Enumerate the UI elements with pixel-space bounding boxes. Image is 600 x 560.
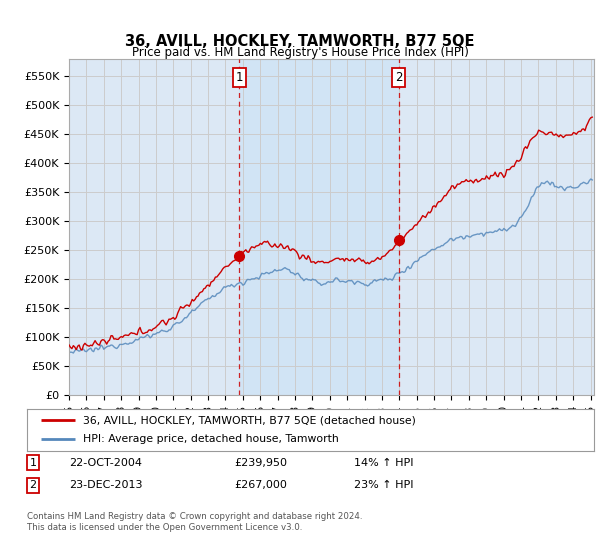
Text: 1: 1 [235,72,243,85]
Text: 23% ↑ HPI: 23% ↑ HPI [354,480,413,491]
Text: 22-OCT-2004: 22-OCT-2004 [69,458,142,468]
Text: 2: 2 [395,72,403,85]
Text: 36, AVILL, HOCKLEY, TAMWORTH, B77 5QE (detached house): 36, AVILL, HOCKLEY, TAMWORTH, B77 5QE (d… [83,415,415,425]
Text: £267,000: £267,000 [234,480,287,491]
Text: 14% ↑ HPI: 14% ↑ HPI [354,458,413,468]
Text: £239,950: £239,950 [234,458,287,468]
Bar [239,59,398,395]
Text: 1: 1 [29,458,37,468]
Text: Price paid vs. HM Land Registry's House Price Index (HPI): Price paid vs. HM Land Registry's House … [131,46,469,59]
Text: HPI: Average price, detached house, Tamworth: HPI: Average price, detached house, Tamw… [83,435,338,445]
Text: 36, AVILL, HOCKLEY, TAMWORTH, B77 5QE: 36, AVILL, HOCKLEY, TAMWORTH, B77 5QE [125,34,475,49]
Text: 23-DEC-2013: 23-DEC-2013 [69,480,143,491]
Text: Contains HM Land Registry data © Crown copyright and database right 2024.
This d: Contains HM Land Registry data © Crown c… [27,512,362,532]
Text: 2: 2 [29,480,37,491]
